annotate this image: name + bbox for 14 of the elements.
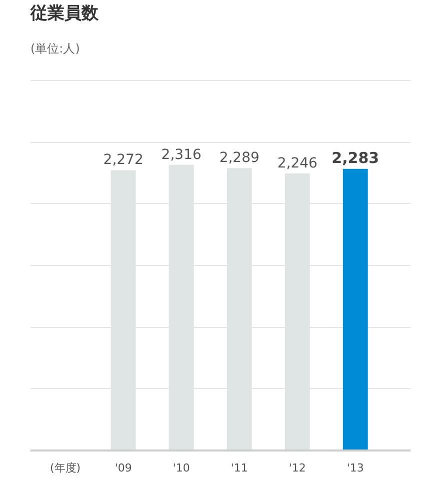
x-tick-label: '12	[288, 462, 306, 474]
x-tick-label: '13	[346, 462, 364, 474]
x-tick-label: '09	[114, 462, 132, 474]
data-label: 2,289	[219, 150, 260, 166]
chart-subtitle: (単位:人)	[30, 42, 80, 56]
x-tick-label: '10	[172, 462, 190, 474]
bar	[342, 168, 368, 450]
data-label: 2,272	[103, 152, 144, 168]
x-axis-title: (年度)	[50, 462, 81, 474]
data-label: 2,316	[161, 146, 202, 163]
x-tick-label: '11	[230, 462, 248, 474]
chart-title: 従業員数	[30, 4, 100, 24]
data-label: 2,283	[332, 148, 380, 167]
data-label: 2,246	[277, 155, 318, 172]
